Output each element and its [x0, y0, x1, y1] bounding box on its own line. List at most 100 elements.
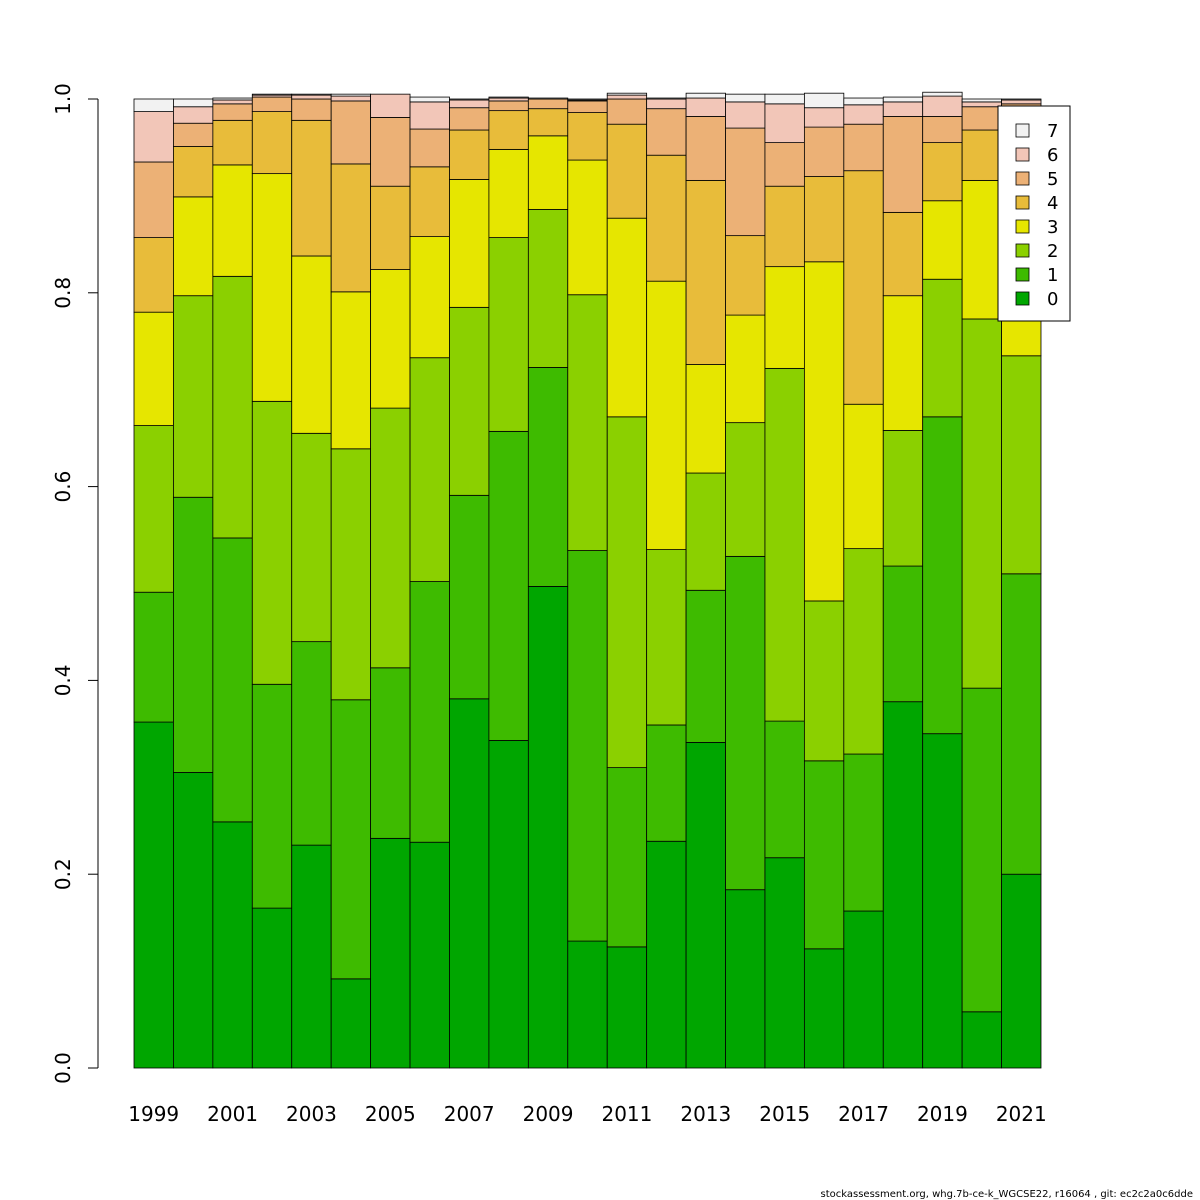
bar-segment-2002-age-3: [251, 173, 293, 402]
bar-segment-2007-age-1: [449, 494, 490, 700]
bar-segment-2006-age-2: [409, 357, 450, 582]
bar-segment-2008-age-3: [488, 148, 529, 238]
bar-segment-2000-age-3: [173, 196, 214, 297]
y-tick-label: 0.4: [51, 664, 75, 696]
bar-segment-2007-age-4: [449, 129, 490, 180]
legend-label-2: 2: [1047, 241, 1058, 262]
bar-segment-2018-age-3: [882, 295, 924, 431]
bar-segment-2003-age-2: [291, 432, 332, 643]
bar-segment-2010-age-3: [567, 159, 608, 296]
bar-segment-2000-age-0: [173, 772, 214, 1069]
bar-segment-2001-age-3: [212, 164, 253, 277]
bar-segment-2016-age-5: [803, 126, 845, 177]
bar-segment-1999-age-2: [133, 425, 174, 593]
bar-segment-2015-age-3: [764, 266, 805, 369]
bar-segment-2018-age-5: [882, 116, 924, 213]
bar-segment-2015-age-7: [764, 93, 805, 105]
bar-segment-2014-age-3: [725, 314, 766, 424]
bar-segment-2008-age-4: [488, 110, 529, 150]
bar-segment-2020-age-7: [961, 98, 1002, 103]
bar-segment-2008-age-0: [488, 740, 529, 1069]
bar-segment-2007-age-0: [449, 698, 490, 1069]
bar-segment-2008-age-1: [488, 430, 529, 741]
x-tick-label: 2015: [759, 1102, 810, 1126]
bar-segment-1999-age-3: [133, 311, 174, 426]
bar-segment-2001-age-6: [212, 99, 253, 105]
bar-segment-2006-age-6: [409, 101, 450, 130]
bar-segment-2017-age-0: [843, 910, 884, 1069]
bar-segment-2014-age-0: [725, 889, 766, 1069]
bar-segment-2005-age-4: [370, 185, 411, 270]
y-tick-label: 0.0: [51, 1052, 75, 1084]
bar-segment-2006-age-5: [409, 128, 450, 168]
bar-segment-2017-age-4: [843, 170, 884, 405]
bar-segment-2013-age-6: [685, 97, 726, 117]
bar-segment-2013-age-4: [685, 179, 726, 365]
bar-segment-2019-age-5: [922, 116, 963, 144]
bar-segment-2004-age-0: [330, 978, 372, 1069]
bar-segment-2017-age-6: [843, 104, 884, 125]
bar-segment-2001-age-0: [212, 821, 253, 1069]
bar-segment-2010-age-0: [567, 940, 608, 1069]
bar-segment-2015-age-2: [764, 367, 805, 722]
x-tick-label: 2011: [601, 1102, 652, 1126]
bar-segment-2009-age-0: [527, 586, 569, 1069]
bar-segment-2002-age-4: [251, 111, 293, 175]
bar-segment-2015-age-5: [764, 142, 805, 187]
bar-segment-2003-age-6: [291, 94, 332, 100]
bar-segment-2007-age-5: [449, 107, 490, 131]
bar-segment-2010-age-5: [567, 100, 608, 113]
bar-segment-2011-age-0: [606, 946, 648, 1069]
legend-label-0: 0: [1047, 289, 1058, 310]
bar-segment-2008-age-2: [488, 237, 529, 432]
bar-segment-2012-age-2: [646, 549, 687, 726]
bar-segment-2016-age-2: [803, 600, 845, 762]
bar-segment-2001-age-5: [212, 103, 253, 121]
bar-segment-2000-age-1: [173, 496, 214, 773]
bar-segment-2005-age-0: [370, 837, 411, 1069]
legend-swatch-1: [1015, 267, 1030, 282]
bar-segment-2015-age-4: [764, 185, 805, 268]
bar-segment-2006-age-7: [409, 96, 450, 103]
bar-segment-2004-age-2: [330, 448, 372, 701]
bar-segment-2010-age-7: [567, 98, 608, 101]
bar-segment-2014-age-5: [725, 127, 766, 237]
bar-segment-2019-age-1: [922, 416, 963, 735]
bar-segment-2007-age-2: [449, 306, 490, 496]
bar-segment-2003-age-1: [291, 641, 332, 846]
bar-segment-2017-age-5: [843, 123, 884, 172]
bar-segment-2011-age-6: [606, 94, 648, 100]
y-axis: 0.0 0.2 0.4 0.6 0.8 1.0: [51, 83, 99, 1084]
bar-segment-2010-age-1: [567, 550, 608, 942]
bar-segment-2011-age-7: [606, 92, 648, 96]
bar-segment-2007-age-7: [449, 98, 490, 101]
bar-segment-2001-age-4: [212, 119, 253, 166]
x-tick-label: 2003: [286, 1102, 337, 1126]
bar-segment-1999-age-7: [133, 98, 174, 112]
bar-segment-2021-age-2: [1001, 355, 1042, 575]
bar-segment-2020-age-0: [961, 1011, 1002, 1069]
bar-segment-2016-age-0: [803, 948, 845, 1069]
bar-segment-2000-age-7: [173, 98, 214, 108]
bar-segment-2020-age-5: [961, 106, 1002, 131]
bar-segment-2013-age-7: [685, 92, 726, 99]
bar-segment-2003-age-5: [291, 98, 332, 121]
bar-segment-2017-age-7: [843, 97, 884, 106]
bar-segment-2012-age-6: [646, 98, 687, 110]
bar-segment-2002-age-2: [251, 400, 293, 685]
bar-segment-2004-age-6: [330, 95, 372, 102]
bar-segment-2016-age-7: [803, 92, 845, 109]
bar-segment-2014-age-6: [725, 101, 766, 129]
bar-segment-2006-age-4: [409, 166, 450, 237]
bar-segment-2004-age-4: [330, 163, 372, 293]
bar-segment-2020-age-3: [961, 179, 1002, 320]
bar-segment-2004-age-7: [330, 93, 372, 97]
bar-segment-2005-age-5: [370, 117, 411, 187]
bar-segment-2017-age-2: [843, 548, 884, 755]
bar-segment-2017-age-3: [843, 403, 884, 550]
bar-segment-2010-age-2: [567, 294, 608, 551]
bar-segment-2019-age-2: [922, 278, 963, 418]
bar-segment-2015-age-6: [764, 103, 805, 144]
bar-segment-1999-age-1: [133, 591, 174, 723]
bar-segment-2003-age-4: [291, 119, 332, 257]
